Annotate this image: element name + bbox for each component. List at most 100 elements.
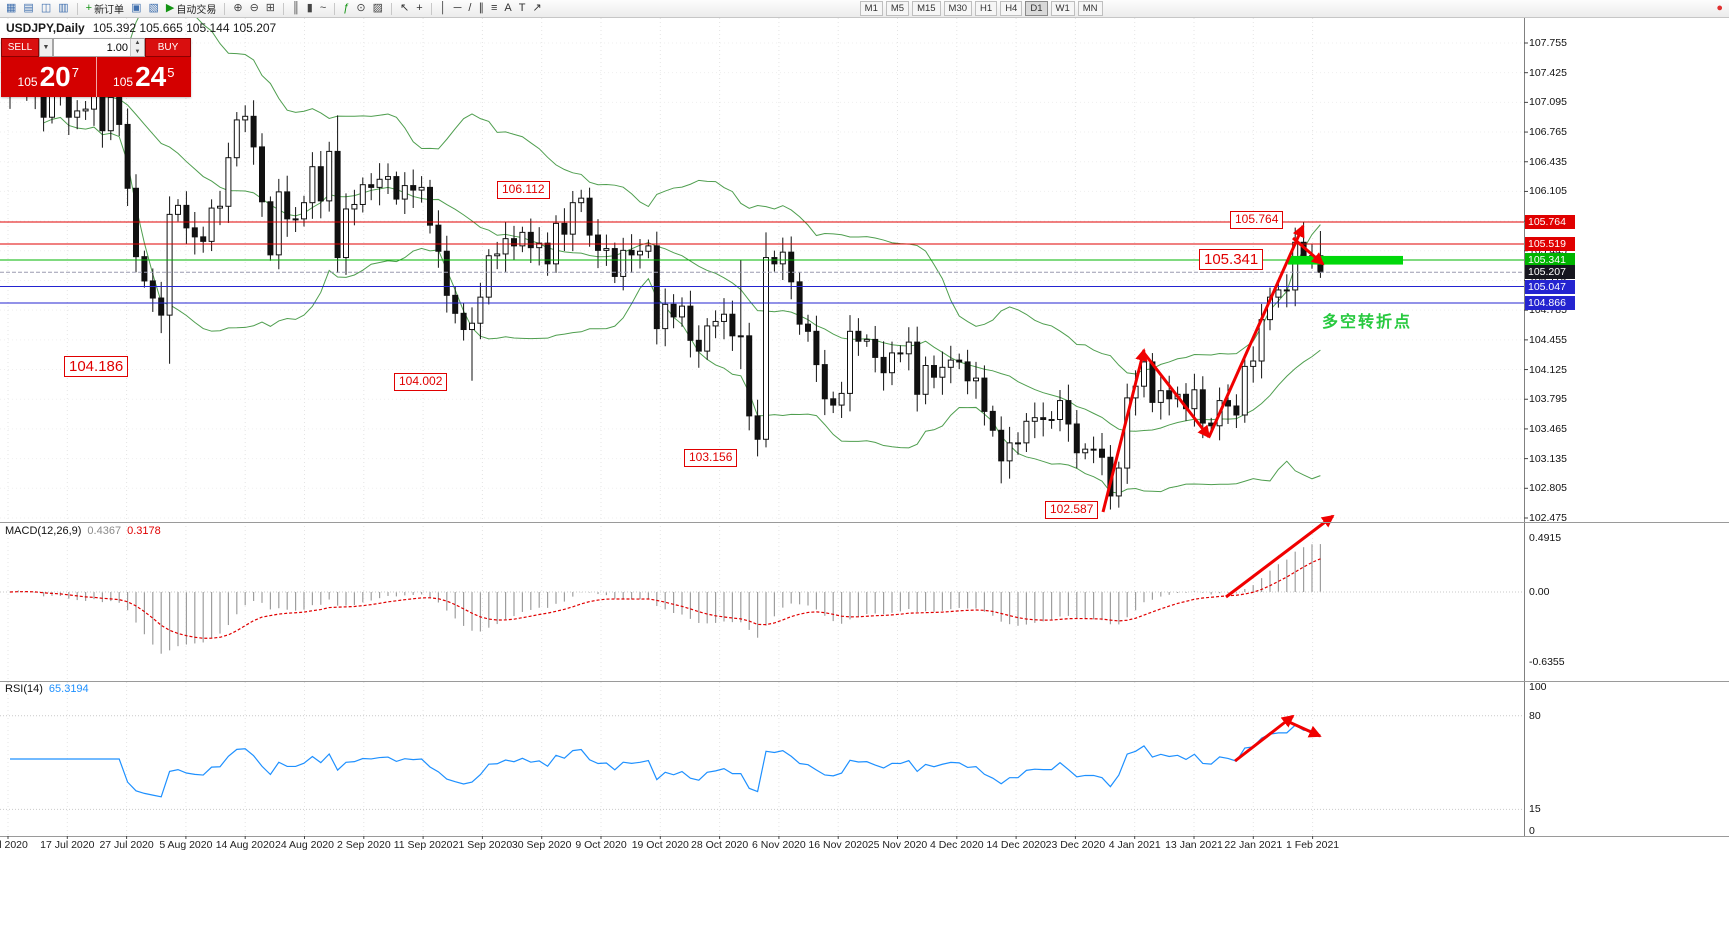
autotrading-button[interactable]: ▶ 自动交易: [164, 1, 218, 16]
volume-input[interactable]: [54, 39, 130, 56]
macd-main-value: 0.4367: [87, 525, 122, 537]
vertical-line-icon[interactable]: │: [438, 1, 449, 16]
navigator-icon[interactable]: ▥: [56, 1, 70, 16]
price-label-box[interactable]: 103.156: [684, 449, 738, 467]
toolbar-separator: [224, 2, 226, 15]
periods-icon[interactable]: ⊙: [354, 1, 367, 16]
profiles-icon[interactable]: ▤: [21, 1, 35, 16]
tile-windows-icon: ⊞: [265, 2, 275, 14]
cursor-icon: ↖: [400, 2, 410, 14]
rsi-name: RSI(14): [5, 683, 43, 695]
community-icon[interactable]: ●: [1714, 1, 1725, 16]
zoom-in-icon: ⊕: [233, 2, 243, 14]
indicators-icon: ƒ: [343, 2, 350, 14]
candlestick-chart-icon[interactable]: ▮: [305, 1, 315, 16]
timeframe-button-m15[interactable]: M15: [912, 1, 941, 16]
trendline-icon[interactable]: /: [466, 1, 473, 16]
buy-price-fraction: 5: [167, 64, 175, 80]
chart-header: USDJPY,Daily 105.392 105.665 105.144 105.…: [6, 21, 276, 35]
candlestick-chart-icon: ▮: [306, 2, 313, 14]
terminal-icon[interactable]: ▣: [129, 1, 143, 16]
macd-name: MACD(12,26,9): [5, 525, 82, 537]
timeframe-button-w1[interactable]: W1: [1050, 1, 1075, 16]
rsi-label: RSI(14) 65.3194: [5, 683, 89, 695]
channel-icon: ∥: [478, 2, 484, 14]
timeframe-button-h1[interactable]: H1: [975, 1, 998, 16]
annotation-text[interactable]: 多空转折点: [1322, 314, 1413, 331]
price-label-box[interactable]: 104.002: [394, 373, 448, 391]
toolbar-separator: [76, 2, 78, 15]
sell-button[interactable]: SELL: [1, 38, 39, 57]
text-label-icon[interactable]: T: [517, 1, 528, 16]
sell-price-fraction: 7: [71, 64, 79, 80]
price-label-box[interactable]: 105.341: [1199, 249, 1264, 271]
horizontal-line-icon[interactable]: ─: [452, 1, 464, 16]
macd-signal-value: 0.3178: [127, 525, 161, 537]
indicators-icon[interactable]: ƒ: [341, 1, 351, 16]
sell-price-prefix: 105: [17, 75, 38, 89]
crosshair-icon[interactable]: +: [414, 1, 424, 16]
timeframe-button-m5[interactable]: M5: [885, 1, 910, 16]
sell-price-pips: 20: [39, 61, 71, 92]
line-chart-icon: ~: [319, 2, 327, 14]
volume-dropdown-button[interactable]: ▼: [39, 38, 53, 57]
zoom-in-icon[interactable]: ⊕: [231, 1, 244, 16]
volume-stepper: ▲ ▼: [130, 39, 144, 56]
autotrading-button-label: 自动交易: [176, 5, 217, 16]
timeframe-button-m1[interactable]: M1: [859, 1, 883, 16]
ohlc-values: 105.392 105.665 105.144 105.207: [92, 21, 277, 35]
macd-label: MACD(12,26,9) 0.4367 0.3178: [5, 525, 161, 537]
text-icon: A: [504, 2, 512, 14]
volume-up-button[interactable]: ▲: [131, 39, 144, 48]
toolbar-separator: [334, 2, 336, 15]
buy-price-prefix: 105: [113, 75, 134, 89]
templates-icon[interactable]: ▨: [371, 1, 385, 16]
navigator-icon: ▥: [58, 2, 69, 14]
fibonacci-icon: ≡: [490, 2, 498, 14]
templates-icon: ▨: [372, 2, 384, 14]
buy-price[interactable]: 105 24 5: [97, 57, 192, 97]
trendline-icon: /: [468, 2, 472, 14]
toolbar-separator: [430, 2, 432, 15]
community-icon: ●: [1716, 2, 1723, 14]
new-chart-icon[interactable]: ▦: [4, 1, 18, 16]
market-watch-icon[interactable]: ◫: [39, 1, 53, 16]
zoom-out-icon[interactable]: ⊖: [248, 1, 261, 16]
sell-price[interactable]: 105 20 7: [1, 57, 97, 97]
fibonacci-icon[interactable]: ≡: [489, 1, 499, 16]
new-order-icon: +: [85, 2, 93, 14]
timeframe-button-mn[interactable]: MN: [1077, 1, 1103, 16]
price-label-box[interactable]: 105.764: [1230, 211, 1284, 229]
strategy-tester-icon[interactable]: ▧: [146, 1, 160, 16]
arrow-tool-icon[interactable]: ↗: [530, 1, 543, 16]
timeframe-button-d1[interactable]: D1: [1025, 1, 1048, 16]
buy-button[interactable]: BUY: [145, 38, 191, 57]
arrow-tool-icon: ↗: [532, 2, 542, 14]
timeframe-button-h4[interactable]: H4: [1000, 1, 1023, 16]
profiles-icon: ▤: [23, 2, 34, 14]
zoom-out-icon: ⊖: [249, 2, 259, 14]
text-icon[interactable]: A: [502, 1, 513, 16]
terminal-icon: ▣: [131, 2, 142, 14]
rsi-value: 65.3194: [48, 683, 89, 695]
main-toolbar: ▦ ▤ ◫ ▥ + 新订单 ▣ ▧ ▶ 自动交易 ⊕ ⊖ ⊞ ║ ▮ ~ ƒ ⊙ ▨ ↖ + │ ─ / ∥ ≡ A T ↗ M1 M5 M1…: [0, 0, 1729, 18]
volume-down-button[interactable]: ▼: [131, 47, 144, 56]
price-label-box[interactable]: 102.587: [1045, 501, 1099, 519]
new-chart-icon: ▦: [6, 2, 17, 14]
toolbar-separator: [283, 2, 284, 15]
crosshair-icon: +: [416, 2, 423, 14]
channel-icon[interactable]: ∥: [476, 1, 486, 16]
bar-chart-icon[interactable]: ║: [290, 1, 302, 16]
timeframe-button-m30[interactable]: M30: [943, 1, 973, 16]
volume-field: ▲ ▼: [53, 38, 145, 57]
price-label-box[interactable]: 106.112: [497, 181, 550, 199]
cursor-icon[interactable]: ↖: [398, 1, 411, 16]
periods-icon: ⊙: [356, 2, 366, 14]
strategy-tester-icon: ▧: [148, 2, 159, 14]
tile-windows-icon[interactable]: ⊞: [264, 1, 277, 16]
new-order-button[interactable]: + 新订单: [84, 1, 126, 16]
line-chart-icon[interactable]: ~: [318, 1, 328, 16]
price-label-box[interactable]: 104.186: [64, 356, 129, 378]
